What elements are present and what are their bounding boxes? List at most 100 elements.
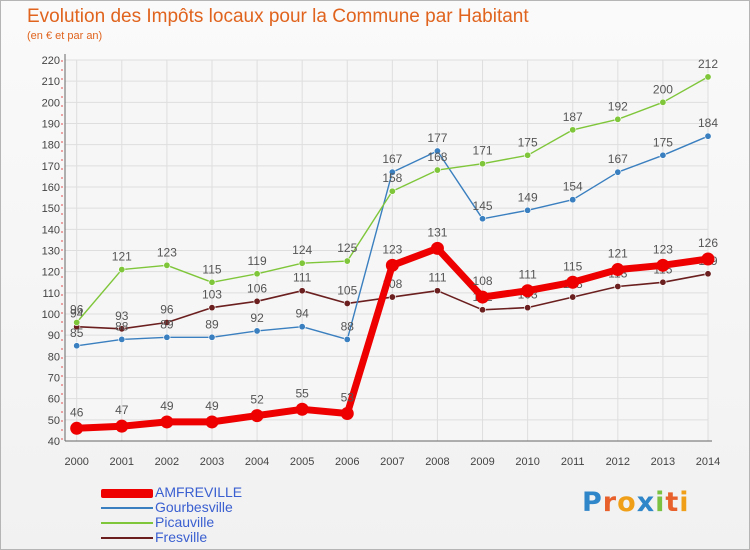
x-tick-label-2007: 2007 [380, 456, 404, 468]
x-tick-label-2014: 2014 [696, 456, 720, 468]
y-tick-label-210: 210 [42, 76, 60, 88]
data-label-gourbesville-2010: 149 [518, 190, 538, 204]
data-point-amfreville-2006 [340, 406, 354, 420]
data-point-picauville-2004 [253, 270, 261, 278]
data-point-gourbesville-2011 [569, 196, 577, 204]
data-point-fresville-2002 [163, 318, 171, 326]
data-label-picauville-2012: 192 [608, 99, 628, 113]
data-point-amfreville-2010 [521, 284, 535, 298]
x-tick-label-2009: 2009 [470, 456, 494, 468]
data-label-picauville-2011: 187 [563, 110, 583, 124]
data-label-gourbesville-2005: 94 [295, 307, 309, 321]
data-label-gourbesville-2004: 92 [250, 311, 264, 325]
legend-swatch-fresville [101, 537, 153, 539]
data-label-picauville-2006: 125 [337, 241, 357, 255]
data-point-amfreville-2011 [566, 275, 580, 289]
x-tick-label-2005: 2005 [290, 456, 314, 468]
y-tick-label-70: 70 [48, 373, 60, 385]
proxiti-logo: Proxiti [582, 487, 690, 518]
data-point-gourbesville-2002 [163, 333, 171, 341]
data-point-amfreville-2005 [295, 402, 309, 416]
legend-label-fresville: Fresville [155, 529, 208, 545]
data-label-amfreville-2011: 115 [563, 259, 582, 273]
data-label-gourbesville-2006: 88 [341, 319, 355, 333]
data-point-picauville-2012 [614, 115, 622, 123]
legend-label-gourbesville: Gourbesville [155, 499, 233, 515]
data-label-fresville-2002: 96 [160, 302, 174, 316]
x-tick-label-2012: 2012 [606, 456, 630, 468]
data-label-gourbesville-2012: 167 [608, 152, 628, 166]
data-point-amfreville-2013 [656, 258, 670, 272]
y-tick-label-140: 140 [42, 224, 60, 236]
data-label-picauville-2002: 123 [157, 245, 177, 259]
data-label-gourbesville-2000: 85 [70, 326, 84, 340]
x-tick-label-2011: 2011 [561, 456, 585, 468]
data-label-picauville-2001: 121 [112, 250, 132, 264]
data-point-picauville-2003 [208, 278, 216, 286]
data-label-amfreville-2010: 111 [519, 268, 538, 282]
y-tick-label-150: 150 [42, 203, 60, 215]
x-tick-label-2002: 2002 [155, 456, 179, 468]
data-point-amfreville-2001 [115, 419, 129, 433]
data-label-amfreville-2007: 123 [382, 242, 402, 256]
data-point-fresville-2003 [208, 304, 216, 312]
data-label-gourbesville-2002: 89 [160, 317, 174, 331]
data-label-picauville-2005: 124 [292, 243, 312, 257]
data-label-amfreville-2009: 108 [473, 274, 493, 288]
data-point-fresville-2007 [388, 293, 396, 301]
data-label-amfreville-2001: 47 [115, 403, 129, 417]
data-point-fresville-2011 [569, 293, 577, 301]
data-point-gourbesville-2000 [73, 342, 81, 350]
data-point-picauville-2007 [388, 187, 396, 195]
data-point-picauville-2014 [704, 73, 712, 81]
data-label-gourbesville-2009: 145 [473, 199, 493, 213]
data-point-picauville-2001 [118, 266, 126, 274]
data-point-fresville-2001 [118, 325, 126, 333]
data-label-gourbesville-2013: 175 [653, 135, 673, 149]
data-label-gourbesville-2014: 184 [698, 116, 718, 130]
data-label-amfreville-2013: 123 [653, 242, 673, 256]
data-label-amfreville-2005: 55 [295, 386, 309, 400]
data-label-fresville-2000: 94 [70, 307, 84, 321]
data-label-picauville-2010: 175 [518, 135, 538, 149]
data-point-amfreville-2007 [385, 258, 399, 272]
y-tick-label-90: 90 [48, 330, 60, 342]
y-tick-label-110: 110 [42, 288, 60, 300]
data-label-fresville-2008: 111 [428, 271, 447, 285]
data-point-gourbesville-2003 [208, 333, 216, 341]
data-point-picauville-2006 [343, 257, 351, 265]
data-label-gourbesville-2011: 154 [563, 180, 583, 194]
data-label-picauville-2009: 171 [473, 144, 493, 158]
y-tick-label-200: 200 [42, 97, 60, 109]
data-point-amfreville-2003 [205, 415, 219, 429]
data-label-fresville-2006: 105 [337, 283, 357, 297]
data-label-amfreville-2014: 126 [698, 236, 718, 250]
data-label-picauville-2013: 200 [653, 82, 673, 96]
data-point-gourbesville-2013 [659, 151, 667, 159]
legend-swatch-picauville [101, 522, 153, 524]
data-point-amfreville-2008 [430, 241, 444, 255]
legend-swatch-gourbesville [101, 507, 153, 509]
data-label-picauville-2008: 168 [427, 150, 447, 164]
data-point-picauville-2011 [569, 126, 577, 134]
y-tick-label-50: 50 [48, 415, 60, 427]
y-tick-label-220: 220 [42, 55, 60, 67]
data-label-gourbesville-2001: 88 [115, 319, 129, 333]
data-point-amfreville-2000 [70, 421, 84, 435]
data-point-picauville-2000 [73, 318, 81, 326]
data-point-fresville-2013 [659, 278, 667, 286]
y-tick-label-160: 160 [42, 182, 60, 194]
data-point-gourbesville-2007 [388, 168, 396, 176]
y-tick-label-80: 80 [48, 351, 60, 363]
chart-title: Evolution des Impôts locaux pour la Comm… [27, 6, 529, 27]
data-point-fresville-2014 [704, 270, 712, 278]
data-label-amfreville-2000: 46 [70, 405, 84, 419]
data-label-amfreville-2008: 131 [427, 225, 447, 239]
data-label-fresville-2004: 106 [247, 281, 267, 295]
data-point-fresville-2004 [253, 297, 261, 305]
data-point-amfreville-2002 [160, 415, 174, 429]
data-point-gourbesville-2008 [433, 147, 441, 155]
data-point-picauville-2002 [163, 261, 171, 269]
data-label-gourbesville-2008: 177 [427, 131, 447, 145]
